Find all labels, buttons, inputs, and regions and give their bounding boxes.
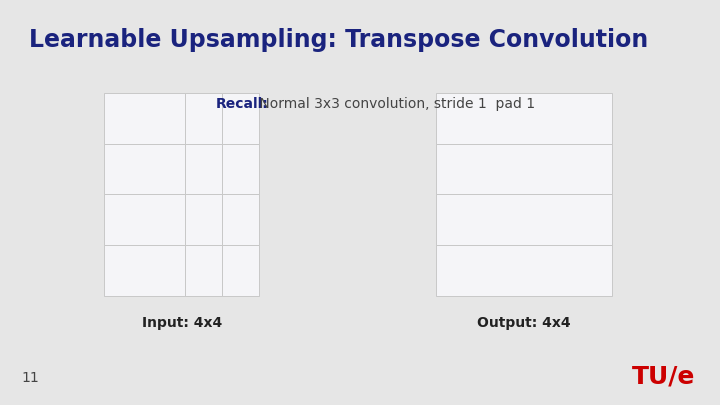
Bar <box>436 194 612 245</box>
Bar <box>436 245 612 296</box>
Text: Normal 3x3 convolution, stride 1  pad 1: Normal 3x3 convolution, stride 1 pad 1 <box>255 97 535 111</box>
Bar <box>222 93 259 144</box>
Text: TU/e: TU/e <box>631 365 695 389</box>
Text: Input: 4x4: Input: 4x4 <box>142 316 222 330</box>
Bar <box>104 144 185 194</box>
Bar <box>436 93 612 144</box>
Bar <box>104 245 185 296</box>
Text: 11: 11 <box>22 371 40 385</box>
Text: Learnable Upsampling: Transpose Convolution: Learnable Upsampling: Transpose Convolut… <box>29 28 648 52</box>
Bar <box>185 245 222 296</box>
Bar <box>185 194 222 245</box>
Bar <box>185 93 222 144</box>
Bar <box>436 144 612 194</box>
Text: Output: 4x4: Output: 4x4 <box>477 316 571 330</box>
Bar <box>185 144 222 194</box>
Bar <box>222 245 259 296</box>
Bar <box>222 194 259 245</box>
Bar <box>104 93 185 144</box>
Text: Recall:: Recall: <box>216 97 269 111</box>
Bar <box>222 144 259 194</box>
Bar <box>104 194 185 245</box>
